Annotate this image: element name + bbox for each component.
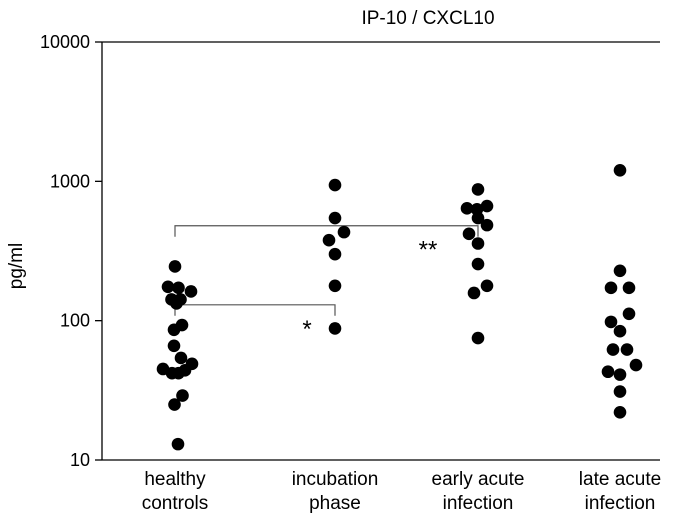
y-tick-label: 10 — [70, 450, 90, 470]
x-tick-label: infection — [585, 493, 656, 514]
significance-bracket — [174, 304, 336, 316]
data-point — [467, 286, 481, 300]
data-point — [613, 164, 627, 177]
data-points — [156, 164, 643, 451]
y-tick-label: 10000 — [40, 32, 90, 52]
data-point — [171, 437, 185, 451]
data-point — [471, 183, 485, 196]
significance-brackets: *** — [174, 225, 479, 343]
data-point — [337, 225, 351, 239]
data-point — [613, 385, 627, 398]
data-point — [322, 233, 336, 247]
significance-label: * — [302, 316, 311, 343]
data-point — [184, 285, 198, 298]
data-point — [480, 199, 494, 213]
data-point — [328, 279, 342, 293]
data-point — [471, 237, 485, 250]
x-tick-label: healthy — [144, 469, 206, 490]
data-point — [620, 343, 634, 356]
x-tick-labels: healthy controls incubation phase early acut… — [142, 469, 661, 514]
data-point — [178, 364, 192, 377]
x-tick-label: late acute — [579, 469, 661, 490]
chart-title: IP-10 / CXCL10 — [361, 8, 494, 29]
data-point — [328, 322, 342, 335]
data-point — [167, 323, 181, 337]
data-point — [613, 324, 627, 338]
data-point — [328, 247, 342, 261]
significance-bracket — [174, 225, 479, 237]
data-point — [622, 281, 636, 295]
data-point — [462, 227, 476, 241]
data-point — [604, 315, 618, 329]
data-point — [460, 202, 474, 215]
data-point — [480, 279, 494, 293]
data-point — [613, 264, 627, 278]
data-point — [168, 260, 182, 273]
data-point — [606, 343, 620, 356]
y-axis-label: pg/ml — [6, 243, 27, 289]
y-ticks: 10 100 1000 10000 — [40, 32, 102, 470]
data-point — [613, 405, 627, 419]
x-tick-label: early acute — [432, 469, 525, 490]
x-tick-label: phase — [309, 493, 361, 514]
x-tick-label: infection — [443, 493, 514, 514]
data-point — [170, 297, 183, 310]
significance-label: ** — [419, 237, 438, 264]
x-tick-label: controls — [142, 493, 209, 514]
data-point — [471, 211, 485, 225]
data-point — [168, 398, 181, 411]
data-point — [613, 368, 627, 381]
x-tick-label: incubation — [292, 469, 379, 490]
data-point — [604, 281, 618, 295]
y-tick-label: 1000 — [50, 171, 90, 191]
data-point — [174, 351, 188, 365]
data-point — [167, 339, 181, 353]
data-point — [471, 257, 485, 271]
data-point — [622, 307, 636, 321]
data-point — [629, 358, 643, 372]
data-point — [172, 281, 185, 295]
data-point — [176, 389, 189, 402]
data-point — [328, 211, 342, 225]
y-tick-label: 100 — [60, 311, 90, 331]
data-point — [480, 218, 494, 232]
data-point — [601, 365, 615, 379]
data-point — [328, 178, 342, 192]
data-point — [471, 331, 485, 345]
data-point — [161, 280, 175, 294]
